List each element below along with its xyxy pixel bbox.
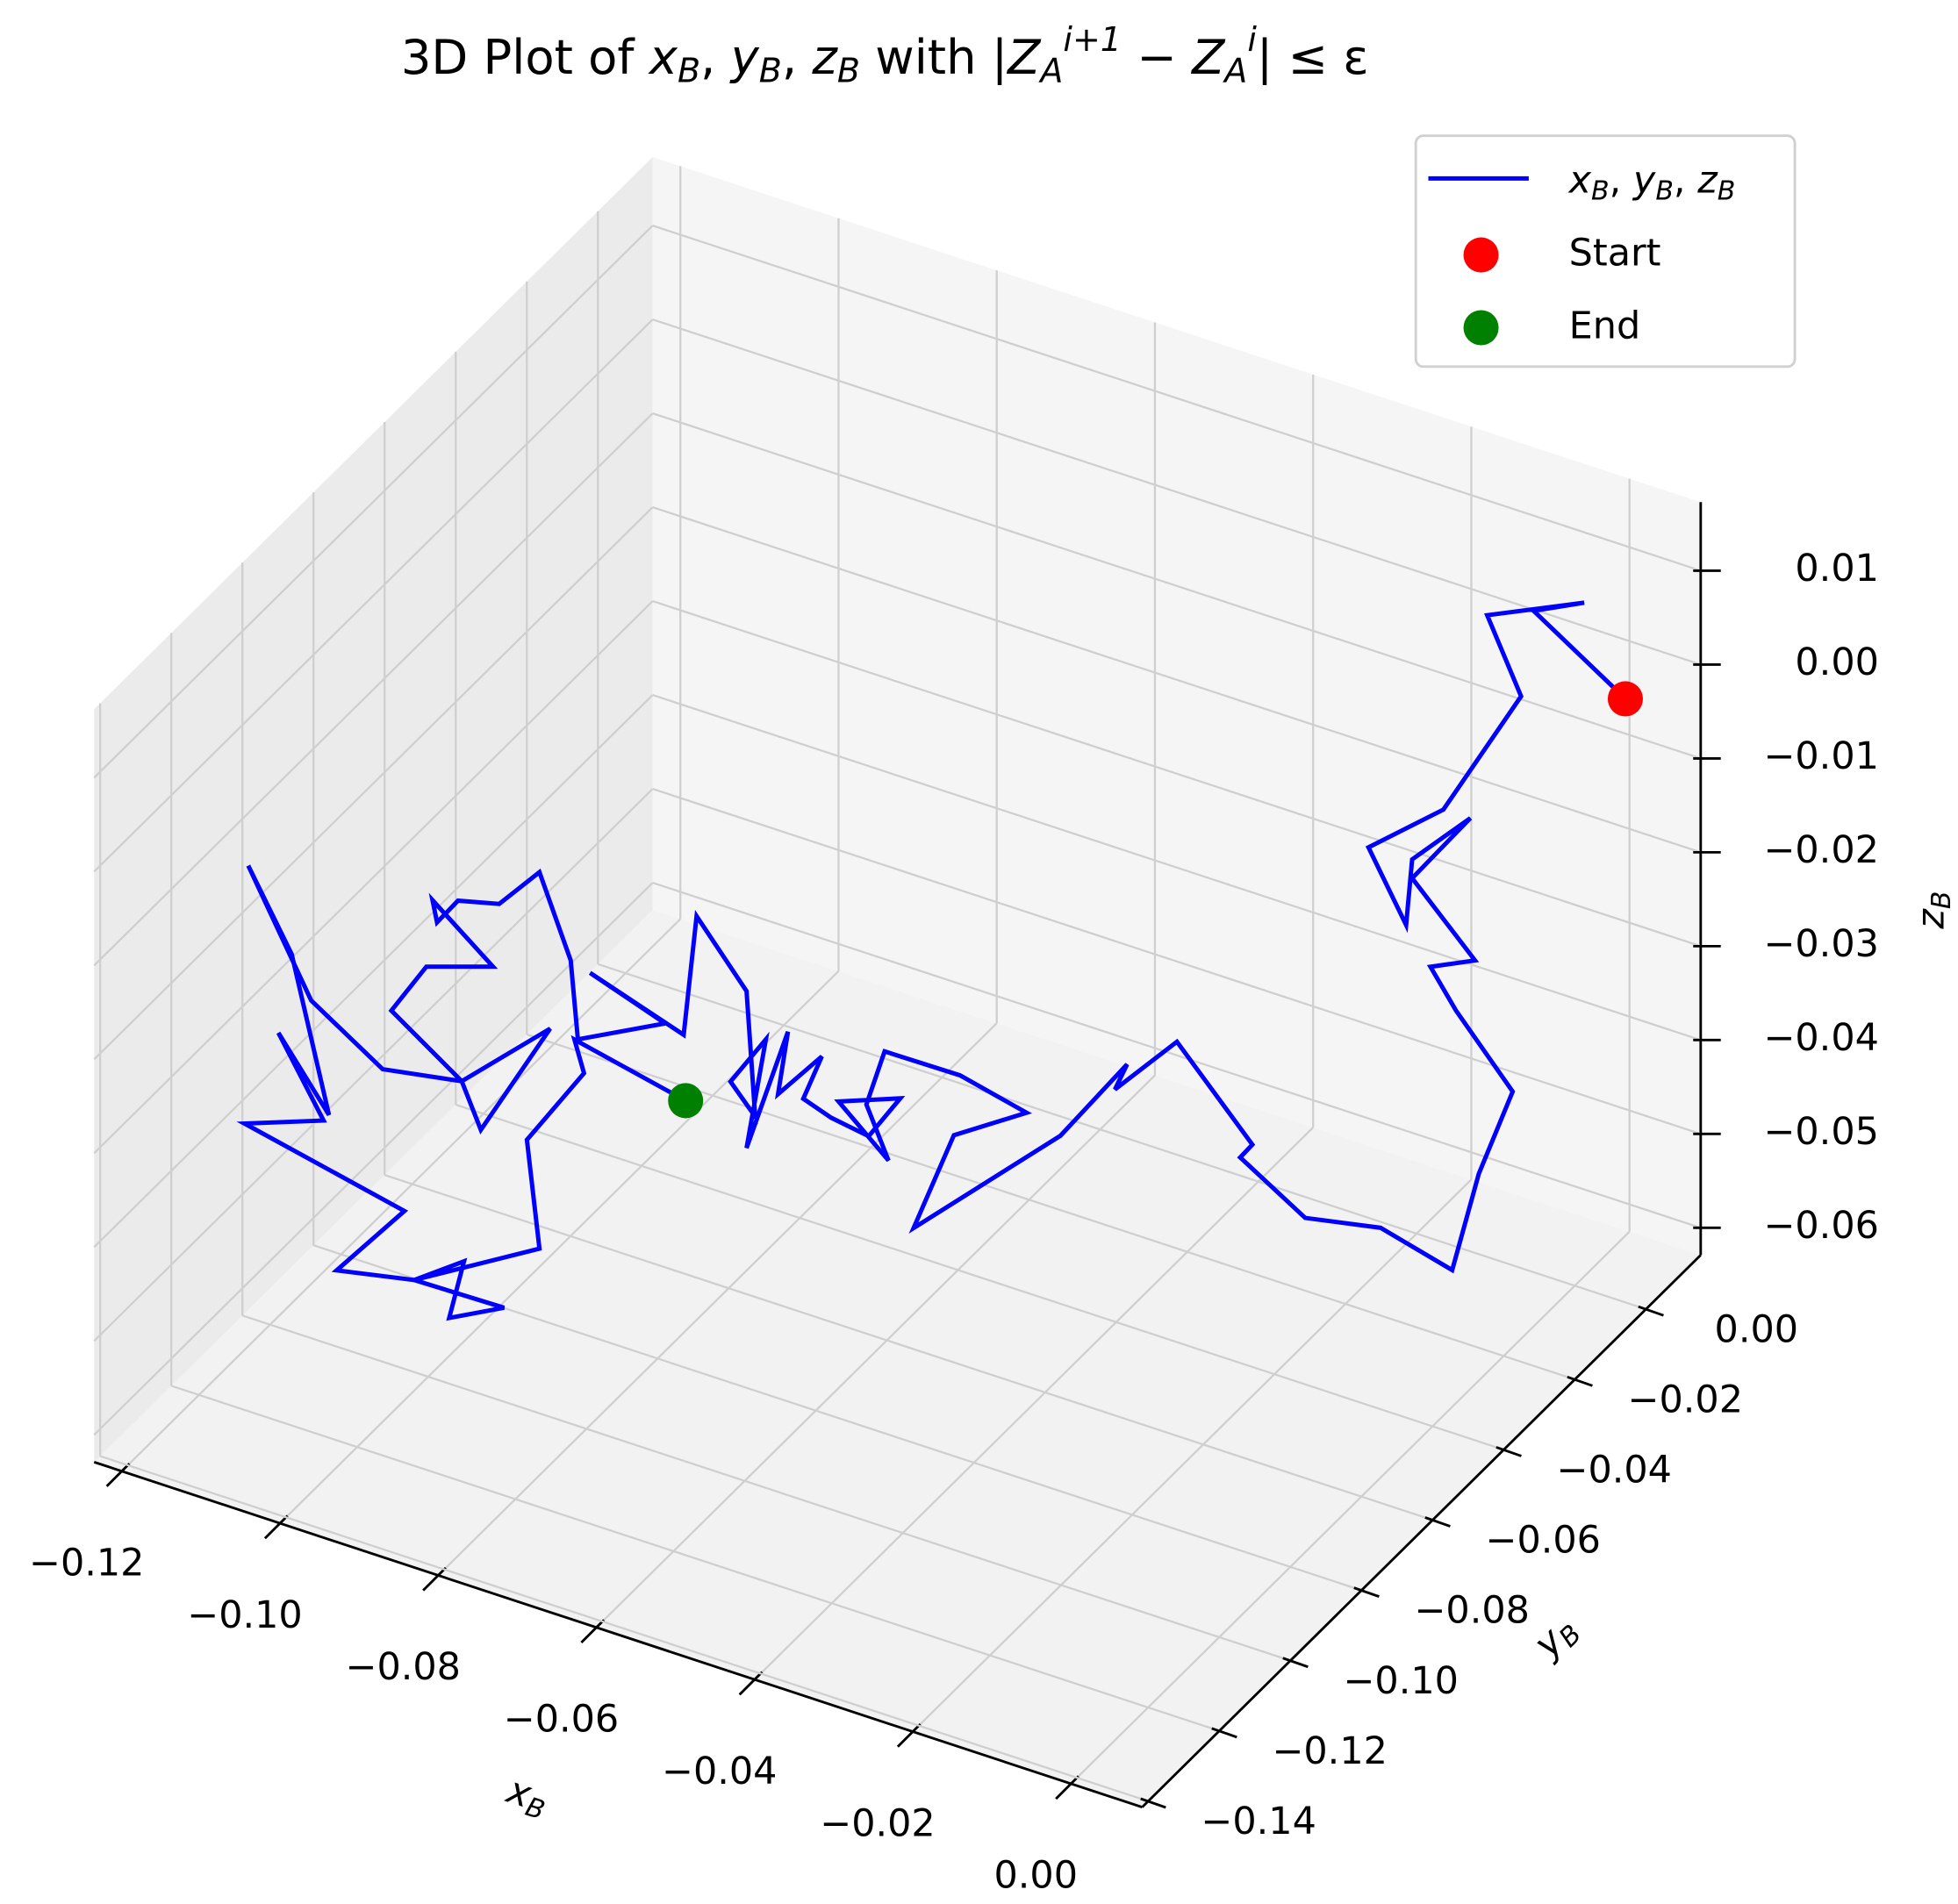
y-tick-label: −0.12 [1272, 1729, 1387, 1773]
chart-title: 3D Plot of xB, yB, zB with |ZAi+1 − ZAi|… [401, 20, 1369, 89]
x-tick [1055, 1775, 1079, 1800]
y-tick-label: −0.10 [1343, 1659, 1458, 1703]
y-tick [1424, 1516, 1451, 1528]
grid-line [652, 693, 1702, 1041]
legend-marker [1463, 237, 1499, 273]
grid-line [120, 918, 682, 1472]
data-point [668, 1083, 704, 1119]
y-tick-label: −0.06 [1486, 1519, 1601, 1563]
data-line [236, 600, 1627, 1321]
grid-line [93, 225, 654, 779]
z-tick-label: −0.03 [1763, 922, 1878, 966]
z-tick-label: −0.04 [1763, 1016, 1878, 1060]
x-tick-label: −0.02 [820, 1801, 935, 1845]
grid-line [652, 412, 1702, 760]
x-tick-label: −0.12 [29, 1541, 144, 1585]
z-tick-label: −0.05 [1763, 1110, 1878, 1154]
z-axis-label: zB [1909, 891, 1957, 930]
y-tick [1638, 1305, 1664, 1317]
x-tick [105, 1463, 131, 1487]
grid-line [597, 963, 1646, 1311]
x-axis [93, 1460, 1143, 1808]
z-tick-label: 0.00 [1795, 641, 1879, 684]
z-tick-label: −0.01 [1763, 734, 1878, 778]
grid-line [93, 600, 654, 1155]
x-tick [422, 1566, 447, 1592]
y-tick [1211, 1727, 1237, 1739]
grid-line [526, 1033, 1575, 1381]
grid-line [93, 412, 654, 967]
grid-line [241, 1314, 1291, 1662]
grid-line [93, 694, 654, 1249]
y-tick [1495, 1446, 1522, 1457]
grid-line [652, 225, 1702, 572]
y-axis [1141, 1254, 1702, 1808]
legend-box [1414, 134, 1797, 369]
floor-pane [94, 910, 1701, 1807]
grid-line [384, 1174, 1433, 1521]
y-tick [1140, 1797, 1166, 1809]
legend-marker [1463, 310, 1499, 346]
grid-line [93, 788, 654, 1342]
x-tick-label: −0.10 [187, 1593, 302, 1637]
grid-line [753, 1127, 1315, 1681]
z-tick-label: 0.01 [1795, 547, 1879, 591]
x-tick-label: −0.08 [346, 1645, 461, 1689]
legend-label: End [1569, 304, 1641, 347]
x-tick-label: −0.04 [662, 1750, 777, 1793]
grid-line [437, 1022, 998, 1577]
x-tick-label: −0.06 [504, 1698, 619, 1742]
y-tick-label: −0.14 [1201, 1800, 1316, 1843]
grid-line [93, 882, 654, 1436]
z-tick-label: −0.02 [1763, 828, 1878, 872]
y-tick [1567, 1375, 1593, 1387]
z-tick-label: −0.06 [1763, 1204, 1878, 1248]
grid-line [912, 1178, 1473, 1733]
y-tick-label: −0.08 [1414, 1589, 1529, 1633]
grid-line [652, 881, 1702, 1229]
y-axis-label: yB [1524, 1607, 1588, 1671]
grid-line [99, 1455, 1149, 1802]
x-tick [263, 1514, 289, 1540]
grid-line [595, 1074, 1156, 1628]
x-tick [738, 1671, 764, 1696]
grid-line [652, 599, 1702, 948]
grid-line [652, 787, 1702, 1135]
x-tick [580, 1619, 606, 1644]
left-pane [94, 157, 653, 1463]
x-axis-label: xB [498, 1767, 554, 1826]
y-tick-label: −0.02 [1628, 1378, 1743, 1421]
grid-line [455, 1103, 1504, 1451]
grid-line [652, 319, 1702, 666]
y-tick-label: −0.04 [1557, 1449, 1672, 1492]
y-tick [1282, 1657, 1309, 1669]
data-point [1607, 681, 1643, 717]
grid-line [1070, 1230, 1631, 1785]
x-tick-label: 0.00 [994, 1854, 1078, 1898]
legend-label: Start [1569, 231, 1661, 275]
grid-line [652, 506, 1702, 854]
grid-line [93, 506, 654, 1061]
grid-line [93, 319, 654, 873]
x-tick [896, 1722, 922, 1748]
y-tick [1353, 1586, 1380, 1598]
legend-label: xB, yB, zB [1567, 158, 1736, 206]
grid-line [170, 1385, 1220, 1732]
y-tick-label: 0.00 [1715, 1307, 1799, 1351]
